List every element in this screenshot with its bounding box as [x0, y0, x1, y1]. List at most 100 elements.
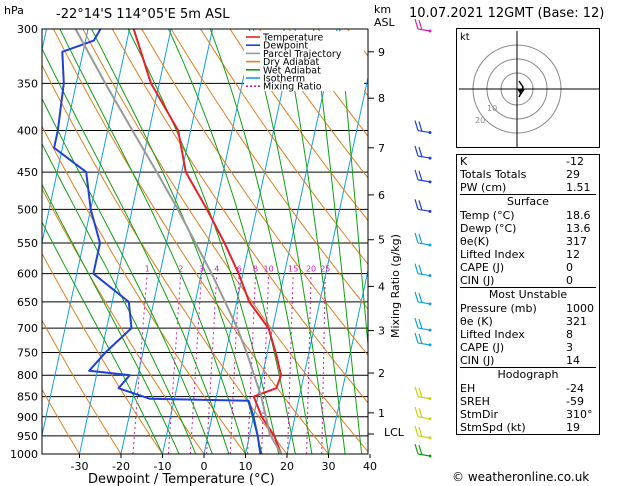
hodo-eh: EH -24	[460, 382, 584, 395]
km-tick-label: 8	[378, 92, 385, 105]
dry-adiabat-line	[42, 252, 163, 454]
wind-barb-dot	[428, 343, 432, 347]
legend-entry: Parcel Trajectory	[263, 49, 342, 60]
temperature-tick-label: -10	[154, 460, 172, 473]
mixing-ratio-line	[260, 273, 270, 454]
wind-barb-flag	[418, 19, 423, 31]
dry-adiabat-line	[170, 29, 368, 310]
wind-barb-flag	[418, 170, 423, 182]
wet-adiabat-line	[42, 142, 197, 454]
most-unstable-title: Most Unstable	[488, 288, 568, 301]
mixing-ratio-axis-label: Mixing Ratio (g/kg)	[389, 234, 402, 338]
mixing-ratio-value-label: 1	[145, 265, 150, 274]
wind-barb	[417, 327, 431, 331]
isotherm-line	[245, 29, 338, 454]
mu-lifted-index: Lifted Index 8	[460, 328, 573, 341]
legend-entry: Isotherm	[263, 74, 305, 85]
km-tick-label: 5	[378, 234, 385, 247]
pressure-tick-label: 400	[17, 125, 38, 138]
wind-barb-flag	[418, 426, 423, 438]
stats-row-k: K -12	[460, 155, 584, 168]
x-axis-title: Dewpoint / Temperature (°C)	[88, 472, 275, 486]
lcl-label: LCL	[384, 426, 405, 439]
pressure-tick-label: 950	[17, 430, 38, 443]
wind-barb-flag	[418, 264, 423, 275]
mixing-ratio-line	[189, 273, 203, 454]
pressure-tick-label: 550	[17, 237, 38, 250]
sounding-series	[53, 29, 283, 454]
wind-barb-dot	[428, 417, 432, 421]
series-temperature	[132, 29, 283, 454]
wind-barb-dot	[428, 274, 432, 278]
km-label: km	[374, 3, 391, 16]
wind-barb	[417, 342, 431, 346]
wind-barb	[417, 179, 431, 183]
wet-adiabat-line	[42, 183, 180, 454]
surface-cape: CAPE (J) 0	[460, 261, 573, 274]
wind-barb	[417, 28, 431, 32]
storm-motion-marker	[517, 89, 525, 95]
wind-barbs	[414, 18, 432, 458]
hodo-stmspd: StmSpd (kt) 19	[460, 421, 580, 434]
date-title: 10.07.2021 12GMT (Base: 12)	[409, 6, 605, 21]
dry-adiabat-line	[258, 29, 368, 179]
wet-adiabat-line	[42, 221, 163, 454]
mixing-ratio-value-label: 4	[214, 265, 219, 274]
isotherm-line	[286, 75, 368, 454]
surface-lifted-index: Lifted Index 12	[460, 248, 580, 261]
pressure-tick-label: 900	[17, 411, 38, 424]
wind-barb-flag	[414, 425, 419, 437]
km-tick-label: 3	[378, 325, 385, 338]
wind-barb-flag	[414, 332, 419, 344]
dry-adiabat-line	[200, 29, 368, 266]
dry-adiabat-line	[42, 64, 288, 454]
dry-adiabat-line	[53, 29, 329, 454]
stats-row-pw: PW (cm) 1.51	[460, 181, 591, 194]
series-parcel-trajectory	[74, 29, 283, 454]
pressure-tick-label: 750	[17, 346, 38, 359]
surface-thetae: θe(K) 317	[460, 235, 587, 248]
legend-entry: Mixing Ratio	[263, 82, 322, 93]
pressure-tick-label: 500	[17, 203, 38, 216]
dry-adiabat-line	[229, 29, 368, 222]
dry-adiabat-line	[42, 187, 205, 454]
wind-barb	[417, 208, 431, 212]
wind-barb-dot	[428, 243, 432, 247]
legend-entry: Dewpoint	[263, 41, 308, 52]
wind-barb	[417, 301, 431, 305]
mixing-ratio-value-label: 15	[288, 265, 298, 274]
temperature-tick-label: 40	[363, 460, 377, 473]
wind-barb-dot	[428, 302, 432, 306]
wind-barb-flag	[418, 333, 423, 345]
km-tick-label: 7	[378, 142, 385, 155]
hodograph-ring-label: 10	[487, 104, 497, 113]
wind-barb-flag	[414, 18, 419, 30]
wind-barb-flag	[414, 263, 419, 274]
wind-barb-flag	[418, 233, 423, 245]
wind-barb-flag	[414, 145, 419, 157]
wind-barb-dot	[428, 131, 432, 135]
wind-barb	[417, 155, 431, 159]
wind-barb-flag	[418, 292, 423, 304]
mixing-ratio-value-label: 25	[320, 265, 330, 274]
wind-barb-flag	[418, 318, 423, 330]
wet-adiabat-line	[42, 97, 213, 454]
mu-pressure: Pressure (mb) 1000	[460, 302, 594, 315]
pressure-tick-label: 650	[17, 296, 38, 309]
legend-entry: Temperature	[262, 33, 323, 44]
temperature-tick-label: 30	[322, 460, 336, 473]
isotherm-line	[42, 29, 89, 246]
mixing-ratio-line	[229, 273, 240, 454]
wind-barb	[417, 242, 431, 246]
wind-barb-flag	[414, 169, 419, 181]
dry-adiabat-line	[82, 29, 368, 453]
wind-barb	[417, 396, 431, 400]
copyright-footer[interactable]: © weatheronline.co.uk	[452, 470, 590, 484]
pressure-tick-label: 700	[17, 322, 38, 335]
mixing-ratio-line	[247, 273, 257, 454]
hodo-sreh: SREH -59	[460, 395, 584, 408]
wet-adiabat-line	[91, 29, 263, 454]
